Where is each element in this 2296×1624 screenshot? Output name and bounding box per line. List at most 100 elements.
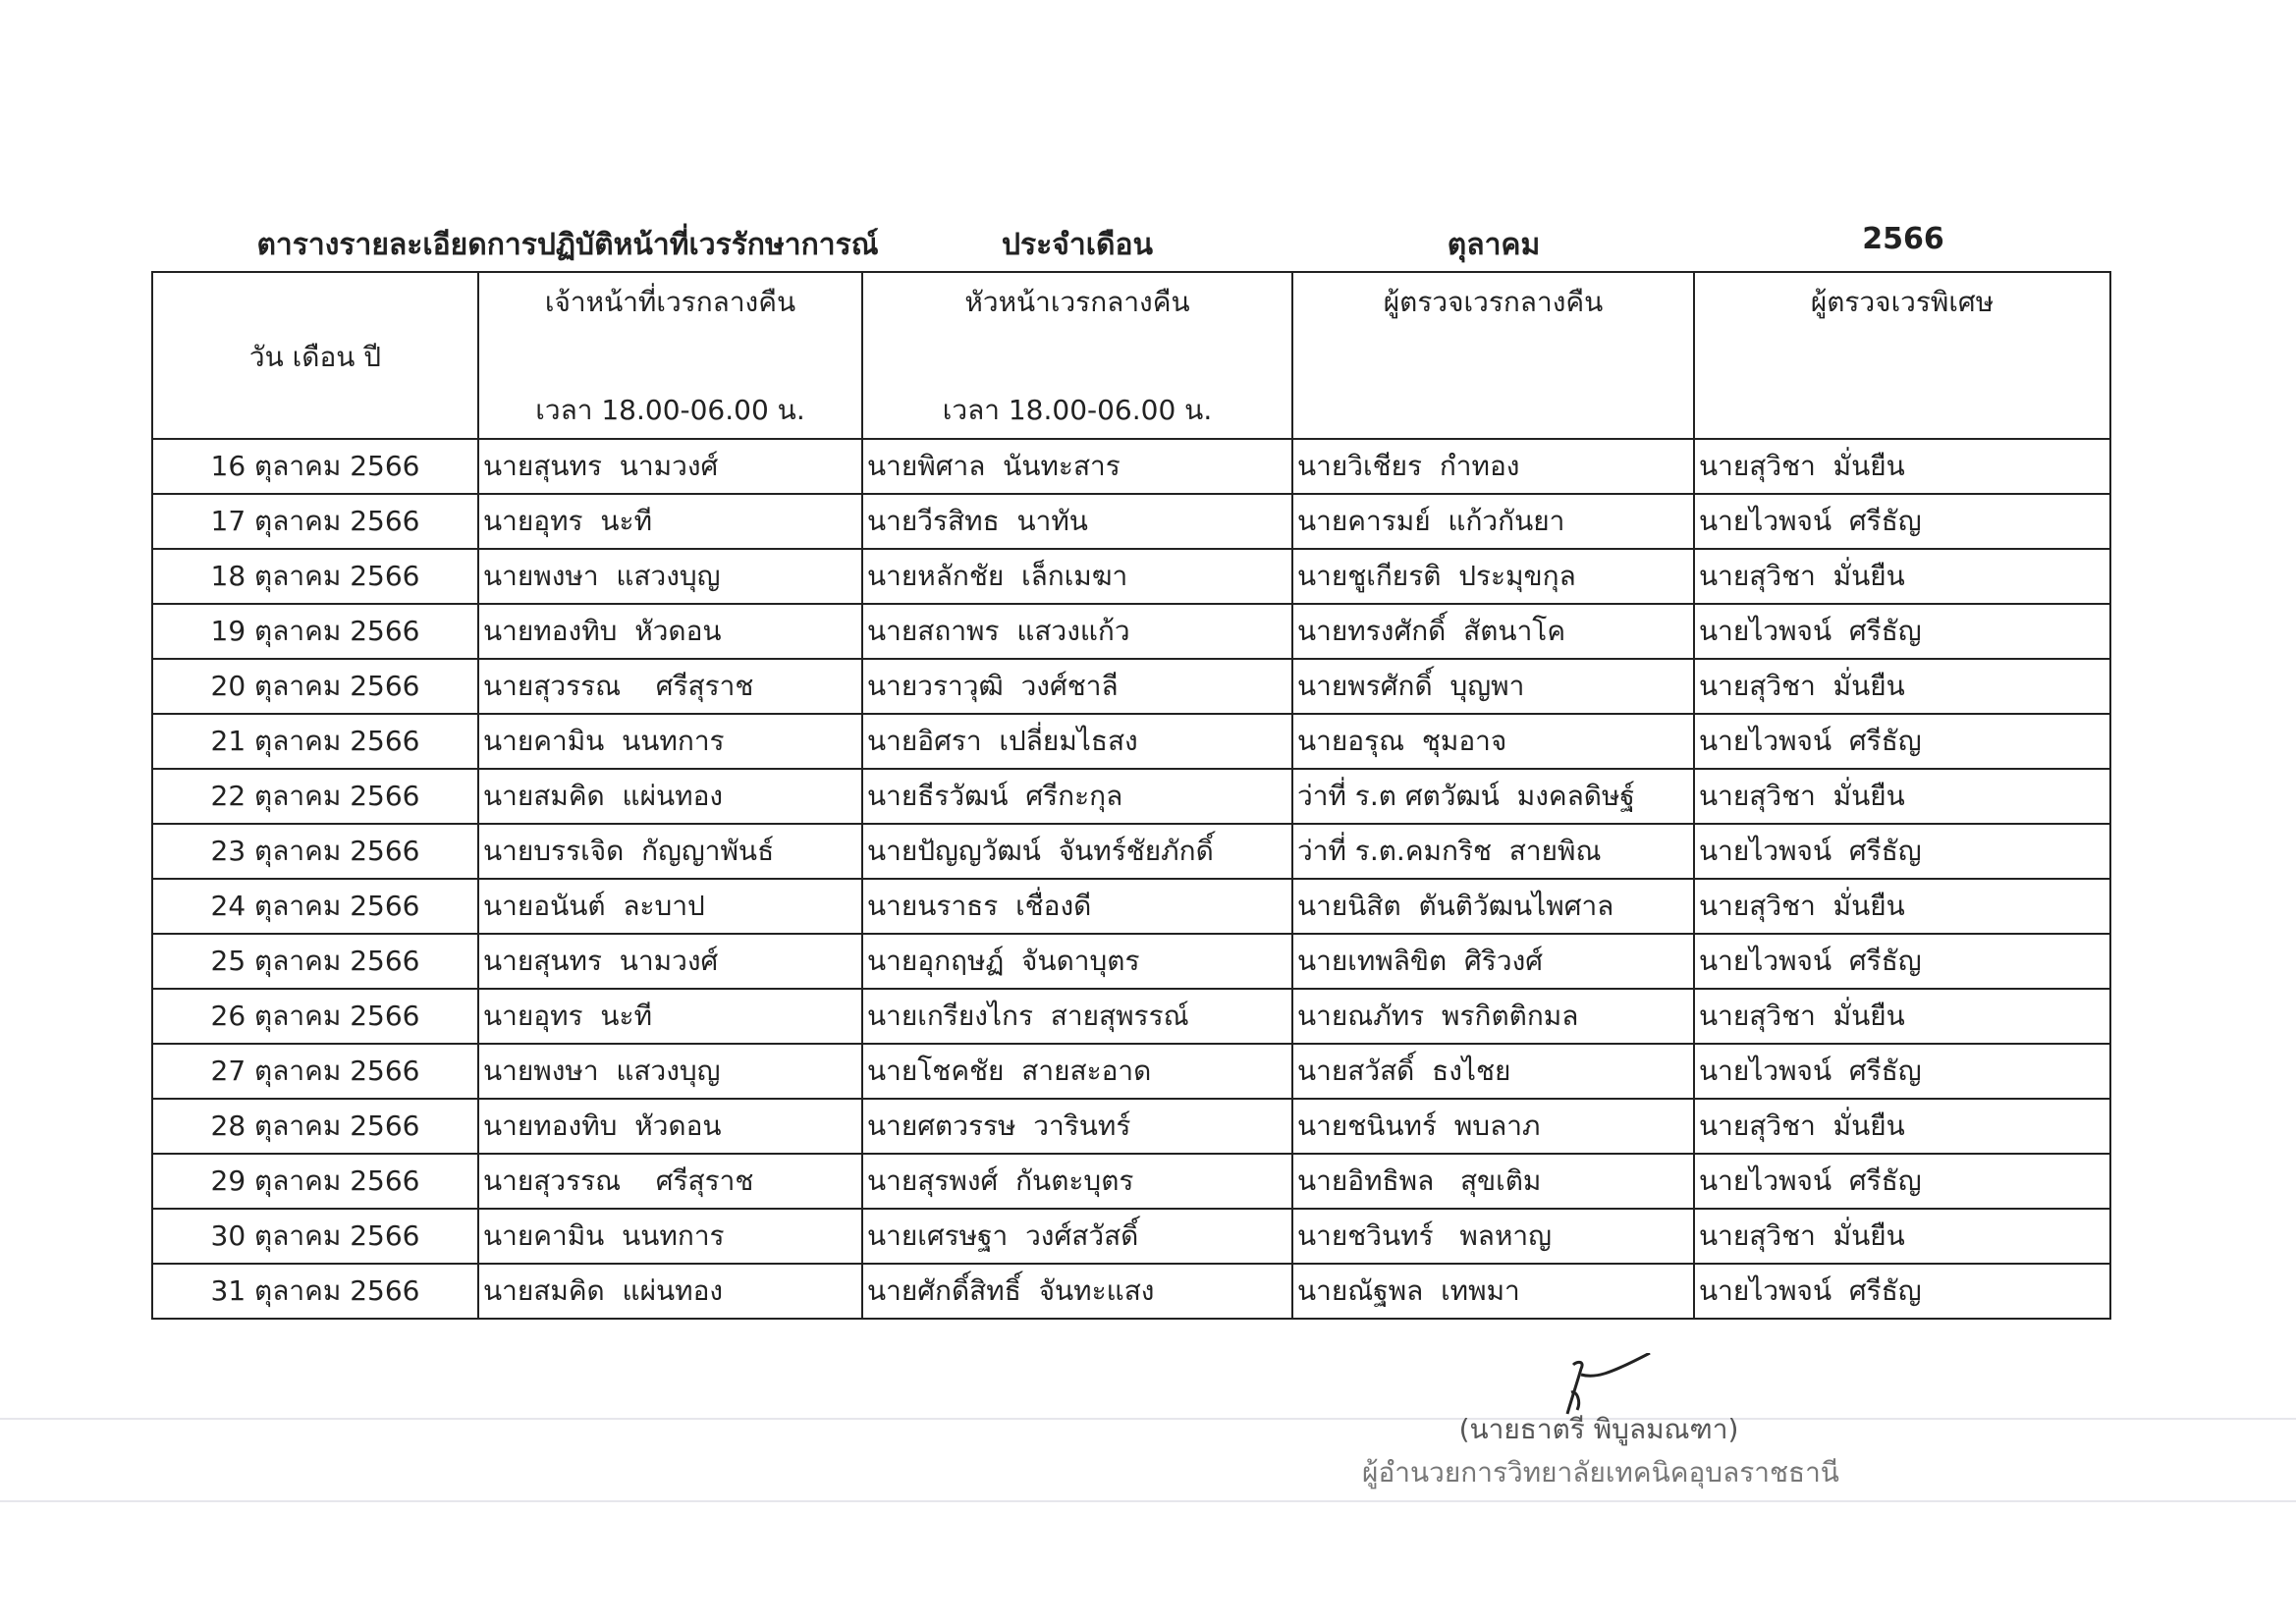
- cell-night-inspector: นายนิสิต ตันติวัฒนไพศาล: [1291, 878, 1695, 935]
- table-row: 27 ตุลาคม 2566 นายพงษา แสวงบุญ นายโชคชัย ส…: [151, 1043, 2111, 1100]
- header-night-head-time: เวลา 18.00-06.00 น.: [942, 394, 1213, 426]
- header-night-officer: เจ้าหน้าที่เวรกลางคืนเวลา 18.00-06.00 น.: [477, 271, 863, 440]
- signatory-position: ผู้อำนวยการวิทยาลัยเทคนิคอุบลราชธานี: [1362, 1456, 1839, 1489]
- cell-date: 20 ตุลาคม 2566: [151, 658, 479, 715]
- header-night-inspector-label: ผู้ตรวจเวรกลางคืน: [1383, 286, 1604, 318]
- cell-night-inspector: นายณภัทร พรกิตติกมล: [1291, 988, 1695, 1045]
- cell-night-inspector: นายคารมย์ แก้วกันยา: [1291, 493, 1695, 550]
- cell-night-officer: นายอนันต์ ละบาป: [477, 878, 863, 935]
- cell-special-inspector: นายไวพจน์ ศรีธัญ: [1693, 603, 2111, 660]
- cell-night-inspector: นายสวัสดิ์ ธงไชย: [1291, 1043, 1695, 1100]
- header-special-inspector: ผู้ตรวจเวรพิเศษ: [1693, 271, 2111, 440]
- cell-night-head: นายโชคชัย สายสะอาด: [861, 1043, 1293, 1100]
- cell-date: 31 ตุลาคม 2566: [151, 1263, 479, 1320]
- table-row: 31 ตุลาคม 2566 นายสมคิด แผ่นทอง นายศักดิ์ส…: [151, 1263, 2111, 1320]
- cell-special-inspector: นายสุวิชา มั่นยืน: [1693, 658, 2111, 715]
- cell-night-head: นายเศรษฐา วงศ์สวัสดิ์: [861, 1208, 1293, 1265]
- cell-special-inspector: นายสุวิชา มั่นยืน: [1693, 878, 2111, 935]
- cell-night-inspector: นายชูเกียรติ ประมุขกุล: [1291, 548, 1695, 605]
- cell-night-head: นายวีรสิทธ นาทัน: [861, 493, 1293, 550]
- cell-night-officer: นายสุวรรณ ศรีสุราช: [477, 658, 863, 715]
- table-row: 30 ตุลาคม 2566 นายคามิน นนทการ นายเศรษฐา ว…: [151, 1208, 2111, 1265]
- cell-night-officer: นายพงษา แสวงบุญ: [477, 1043, 863, 1100]
- month-label: ตุลาคม: [1447, 228, 1541, 262]
- cell-night-officer: นายอุทร นะที: [477, 988, 863, 1045]
- cell-date: 24 ตุลาคม 2566: [151, 878, 479, 935]
- header-night-head: หัวหน้าเวรกลางคืนเวลา 18.00-06.00 น.: [861, 271, 1293, 440]
- cell-special-inspector: นายไวพจน์ ศรีธัญ: [1693, 493, 2111, 550]
- cell-night-inspector: นายวิเชียร กำทอง: [1291, 438, 1695, 495]
- year-label: 2566: [1862, 222, 1944, 256]
- cell-date: 25 ตุลาคม 2566: [151, 933, 479, 990]
- cell-night-inspector: ว่าที่ ร.ต ศตวัฒน์ มงคลดิษฐ์: [1291, 768, 1695, 825]
- cell-date: 29 ตุลาคม 2566: [151, 1153, 479, 1210]
- cell-special-inspector: นายสุวิชา มั่นยืน: [1693, 768, 2111, 825]
- table-row: 18 ตุลาคม 2566 นายพงษา แสวงบุญ นายหลักชัย …: [151, 548, 2111, 605]
- cell-night-inspector: นายอรุณ ชุมอาจ: [1291, 713, 1695, 770]
- cell-date: 18 ตุลาคม 2566: [151, 548, 479, 605]
- cell-special-inspector: นายสุวิชา มั่นยืน: [1693, 438, 2111, 495]
- cell-night-head: นายศักดิ์สิทธิ์ จันทะแสง: [861, 1263, 1293, 1320]
- cell-special-inspector: นายไวพจน์ ศรีธัญ: [1693, 1043, 2111, 1100]
- cell-night-officer: นายทองทิบ หัวดอน: [477, 1098, 863, 1155]
- header-night-head-label: หัวหน้าเวรกลางคืน: [964, 286, 1190, 318]
- cell-date: 16 ตุลาคม 2566: [151, 438, 479, 495]
- cell-night-inspector: นายชวินทร์ พลหาญ: [1291, 1208, 1695, 1265]
- table-row: 29 ตุลาคม 2566 นายสุวรรณ ศรีสุราช นายสุรพง…: [151, 1153, 2111, 1210]
- document-title: ตารางรายละเอียดการปฏิบัติหน้าที่เวรรักษา…: [256, 228, 879, 262]
- period-label: ประจำเดือน: [1002, 228, 1153, 262]
- signature-mark: [1565, 1353, 1651, 1415]
- cell-date: 23 ตุลาคม 2566: [151, 823, 479, 880]
- cell-night-officer: นายอุทร นะที: [477, 493, 863, 550]
- header-night-officer-time: เวลา 18.00-06.00 น.: [535, 394, 805, 426]
- header-night-officer-label: เจ้าหน้าที่เวรกลางคืน: [544, 286, 796, 318]
- table-header-row: วัน เดือน ปี เจ้าหน้าที่เวรกลางคืน เวลา 1…: [151, 271, 2111, 440]
- header-night-inspector: ผู้ตรวจเวรกลางคืน: [1291, 271, 1695, 440]
- cell-night-officer: นายสมคิด แผ่นทอง: [477, 768, 863, 825]
- cell-night-officer: นายสุนทร นามวงศ์: [477, 438, 863, 495]
- duty-schedule-table: วัน เดือน ปี เจ้าหน้าที่เวรกลางคืน เวลา 1…: [151, 271, 2111, 1320]
- cell-night-inspector: นายทรงศักดิ์ สัตนาโค: [1291, 603, 1695, 660]
- cell-night-head: นายอิศรา เปลี่ยมไธสง: [861, 713, 1293, 770]
- cell-night-officer: นายคามิน นนทการ: [477, 1208, 863, 1265]
- cell-date: 27 ตุลาคม 2566: [151, 1043, 479, 1100]
- cell-night-officer: นายสมคิด แผ่นทอง: [477, 1263, 863, 1320]
- cell-date: 26 ตุลาคม 2566: [151, 988, 479, 1045]
- table-row: 28 ตุลาคม 2566 นายทองทิบ หัวดอน นายศตวรรษ …: [151, 1098, 2111, 1155]
- cell-special-inspector: นายไวพจน์ ศรีธัญ: [1693, 713, 2111, 770]
- cell-date: 19 ตุลาคม 2566: [151, 603, 479, 660]
- cell-night-head: นายสถาพร แสวงแก้ว: [861, 603, 1293, 660]
- table-row: 16 ตุลาคม 2566 นายสุนทร นามวงศ์ นายพิศาล น…: [151, 438, 2111, 495]
- header-special-inspector-label: ผู้ตรวจเวรพิเศษ: [1810, 286, 1995, 318]
- cell-night-inspector: นายชนินทร์ พบลาภ: [1291, 1098, 1695, 1155]
- cell-night-head: นายพิศาล นันทะสาร: [861, 438, 1293, 495]
- cell-special-inspector: นายสุวิชา มั่นยืน: [1693, 1098, 2111, 1155]
- table-row: 23 ตุลาคม 2566 นายบรรเจิด กัญญาพันธ์ นายปั…: [151, 823, 2111, 880]
- cell-special-inspector: นายสุวิชา มั่นยืน: [1693, 1208, 2111, 1265]
- cell-night-inspector: นายอิทธิพล สุขเติม: [1291, 1153, 1695, 1210]
- cell-night-head: นายปัญญวัฒน์ จันทร์ชัยภักดิ์: [861, 823, 1293, 880]
- cell-night-head: นายวราวุฒิ วงศ์ชาลี: [861, 658, 1293, 715]
- cell-night-head: นายอุกฤษฏ์ จันดาบุตร: [861, 933, 1293, 990]
- cell-night-inspector: นายณัฐพล เทพมา: [1291, 1263, 1695, 1320]
- cell-night-officer: นายสุวรรณ ศรีสุราช: [477, 1153, 863, 1210]
- cell-special-inspector: นายไวพจน์ ศรีธัญ: [1693, 1263, 2111, 1320]
- cell-night-head: นายเกรียงไกร สายสุพรรณ์: [861, 988, 1293, 1045]
- cell-night-officer: นายคามิน นนทการ: [477, 713, 863, 770]
- cell-night-head: นายศตวรรษ วารินทร์: [861, 1098, 1293, 1155]
- cell-night-inspector: นายเทพลิขิต ศิริวงศ์: [1291, 933, 1695, 990]
- cell-date: 17 ตุลาคม 2566: [151, 493, 479, 550]
- table-row: 25 ตุลาคม 2566 นายสุนทร นามวงศ์ นายอุกฤษฏ์…: [151, 933, 2111, 990]
- table-row: 22 ตุลาคม 2566 นายสมคิด แผ่นทอง นายธีรวัฒน…: [151, 768, 2111, 825]
- cell-night-inspector: ว่าที่ ร.ต.คมกริช สายพิณ: [1291, 823, 1695, 880]
- table-row: 26 ตุลาคม 2566 นายอุทร นะที นายเกรียงไกร ส…: [151, 988, 2111, 1045]
- cell-date: 30 ตุลาคม 2566: [151, 1208, 479, 1265]
- cell-special-inspector: นายไวพจน์ ศรีธัญ: [1693, 933, 2111, 990]
- cell-night-head: นายหลักชัย เล็กเมฆา: [861, 548, 1293, 605]
- table-row: 21 ตุลาคม 2566 นายคามิน นนทการ นายอิศรา เป…: [151, 713, 2111, 770]
- cell-date: 21 ตุลาคม 2566: [151, 713, 479, 770]
- cell-special-inspector: นายไวพจน์ ศรีธัญ: [1693, 823, 2111, 880]
- cell-night-head: นายนราธร เชื่องดี: [861, 878, 1293, 935]
- cell-date: 28 ตุลาคม 2566: [151, 1098, 479, 1155]
- table-row: 24 ตุลาคม 2566 นายอนันต์ ละบาป นายนราธร เช…: [151, 878, 2111, 935]
